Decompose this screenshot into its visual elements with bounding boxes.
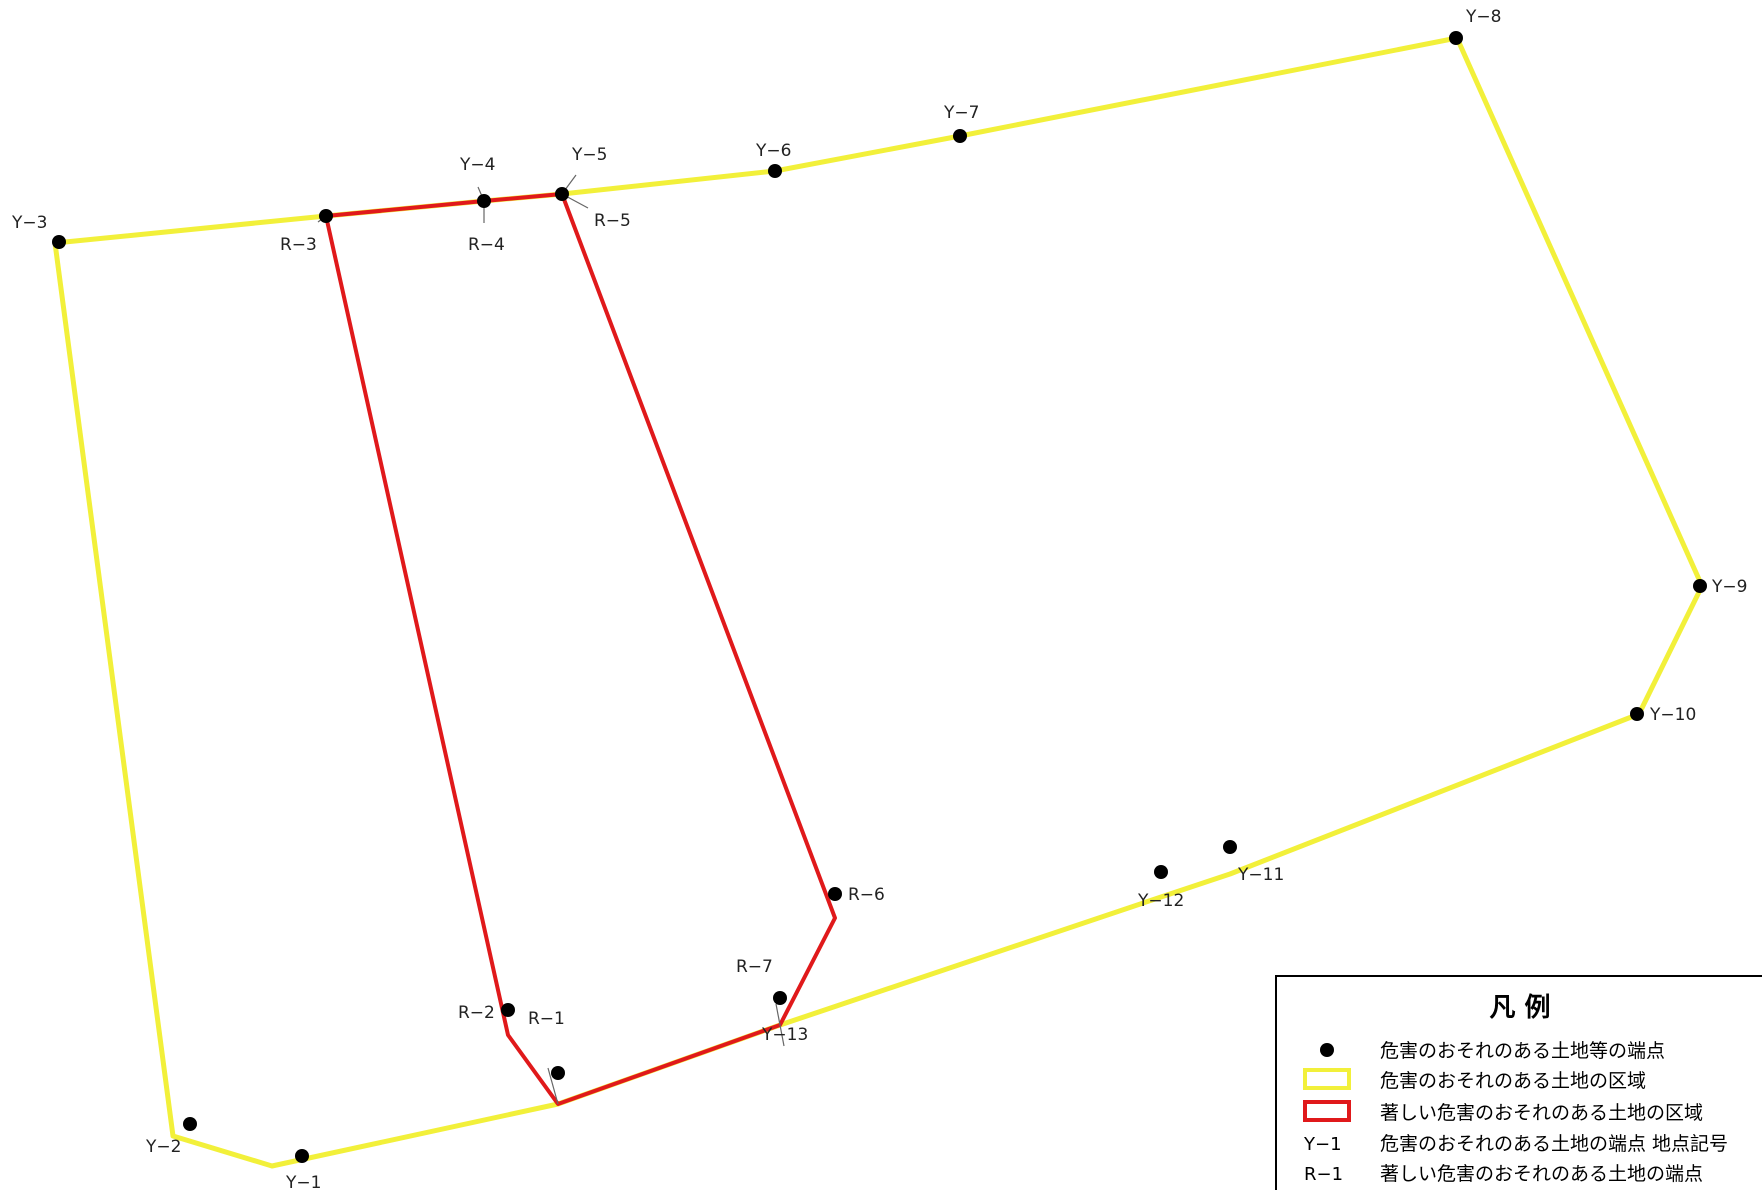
label-Y-10: Y−10 bbox=[1649, 705, 1696, 725]
label-Y-4: Y−4 bbox=[459, 155, 495, 175]
boundary-points bbox=[52, 31, 1707, 1163]
label-R-5: R−5 bbox=[594, 211, 631, 231]
label-Y-6: Y−6 bbox=[755, 141, 791, 161]
label-R-7: R−7 bbox=[736, 957, 773, 977]
point-Y-6 bbox=[768, 164, 782, 178]
label-R-6: R−6 bbox=[848, 885, 885, 905]
point-R-1 bbox=[551, 1066, 565, 1080]
legend-item-4-label: 危害のおそれのある土地の端点 地点記号 bbox=[1380, 1133, 1728, 1155]
label-Y-9: Y−9 bbox=[1711, 577, 1747, 597]
point-Y-13 bbox=[773, 991, 787, 1005]
point-Y-10 bbox=[1630, 707, 1644, 721]
label-R-2: R−2 bbox=[458, 1003, 495, 1023]
legend-item-3-label: 著しい危害のおそれのある土地の区域 bbox=[1380, 1102, 1703, 1124]
point-Y-1 bbox=[295, 1149, 309, 1163]
point-Y-11 bbox=[1223, 840, 1237, 854]
legend-dot-icon bbox=[1320, 1043, 1334, 1057]
severe-area-boundary bbox=[324, 192, 837, 1106]
point-R-6 bbox=[828, 887, 842, 901]
label-Y-11: Y−11 bbox=[1237, 865, 1284, 885]
point-Y-9 bbox=[1693, 579, 1707, 593]
label-Y-2: Y−2 bbox=[145, 1137, 181, 1157]
leader-lines bbox=[317, 174, 785, 1105]
label-Y-3: Y−3 bbox=[11, 213, 47, 233]
legend-yellow-box-icon bbox=[1303, 1068, 1351, 1090]
legend-item-1-label: 危害のおそれのある土地等の端点 bbox=[1380, 1040, 1665, 1062]
point-Y-8 bbox=[1449, 31, 1463, 45]
point-labels: Y−1 Y−2 Y−3 R−3 Y−4 R−4 Y−5 R−5 Y−6 Y−7 … bbox=[11, 7, 1747, 1190]
label-Y-7: Y−7 bbox=[943, 103, 979, 123]
legend-item-4-symbol: Y−1 bbox=[1303, 1134, 1342, 1155]
label-Y-8: Y−8 bbox=[1465, 7, 1501, 27]
point-R-2 bbox=[501, 1003, 515, 1017]
point-Y-3 bbox=[52, 235, 66, 249]
label-Y-12: Y−12 bbox=[1137, 891, 1184, 911]
label-R-1: R−1 bbox=[528, 1009, 565, 1029]
hazard-area-boundary bbox=[52, 35, 1705, 1169]
label-R-4: R−4 bbox=[468, 235, 505, 255]
point-Y-12 bbox=[1154, 865, 1168, 879]
legend-item-2-label: 危害のおそれのある土地の区域 bbox=[1380, 1070, 1646, 1092]
point-Y-5 bbox=[555, 187, 569, 201]
legend: 凡 例 危害のおそれのある土地等の端点 危害のおそれのある土地の区域 著しい危害… bbox=[1275, 975, 1762, 1190]
point-R-3 bbox=[319, 209, 333, 223]
legend-item-5-label: 著しい危害のおそれのある土地の端点 bbox=[1380, 1163, 1703, 1185]
legend-title: 凡 例 bbox=[1489, 993, 1550, 1023]
legend-red-box-icon bbox=[1303, 1100, 1351, 1122]
label-Y-13: Y−13 bbox=[761, 1025, 808, 1045]
legend-frame bbox=[1275, 975, 1762, 1190]
label-Y-1: Y−1 bbox=[285, 1173, 321, 1190]
label-R-3: R−3 bbox=[280, 235, 317, 255]
point-Y-4 bbox=[477, 194, 491, 208]
point-Y-2 bbox=[183, 1117, 197, 1131]
point-Y-7 bbox=[953, 129, 967, 143]
label-Y-5: Y−5 bbox=[571, 145, 607, 165]
legend-item-5-symbol: R−1 bbox=[1304, 1164, 1343, 1185]
